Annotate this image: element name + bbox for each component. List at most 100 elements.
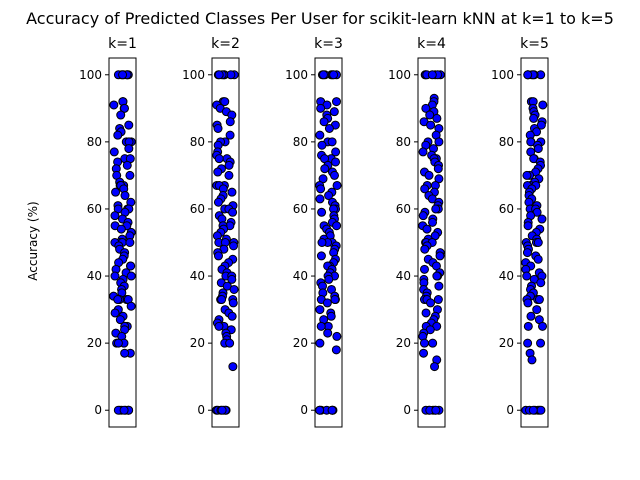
panel-title: k=3 [314, 36, 343, 52]
data-point [213, 123, 223, 133]
data-point [522, 248, 532, 258]
data-point [327, 405, 337, 415]
data-point [214, 70, 224, 80]
data-point [331, 345, 341, 355]
data-point [523, 70, 533, 80]
data-point [536, 278, 546, 288]
data-point [327, 137, 337, 147]
data-point [113, 338, 123, 348]
data-point [426, 120, 436, 130]
panel-title: k=1 [108, 36, 137, 52]
data-point [427, 70, 437, 80]
data-point [110, 308, 120, 318]
data-point [523, 298, 533, 308]
data-point [214, 154, 224, 164]
data-point [430, 362, 440, 372]
panel-frame [108, 57, 137, 428]
data-point [224, 160, 234, 170]
y-tick-label: 100 [491, 68, 514, 82]
data-point [213, 197, 223, 207]
y-tick-label: 80 [190, 135, 205, 149]
y-tick-label: 40 [87, 269, 102, 283]
data-point [228, 362, 238, 372]
y-tick-label: 20 [499, 336, 514, 350]
data-point [228, 207, 238, 217]
y-tick-label: 80 [396, 135, 411, 149]
data-point [124, 120, 134, 130]
data-point [536, 338, 546, 348]
data-point [225, 117, 235, 127]
y-tick-label: 60 [87, 202, 102, 216]
data-point [329, 170, 339, 180]
data-point [125, 170, 135, 180]
data-point [214, 321, 224, 331]
panel-1: k=1 0 20 40 60 80 100 [79, 36, 137, 428]
y-tick-label: 0 [403, 403, 411, 417]
data-point [109, 100, 119, 110]
data-point [431, 405, 441, 415]
y-tick-label: 100 [388, 68, 411, 82]
data-point [527, 355, 537, 365]
data-point [317, 207, 327, 217]
data-point [533, 144, 543, 154]
data-point [522, 170, 532, 180]
data-point [217, 405, 227, 415]
data-point [529, 113, 539, 123]
data-point [227, 274, 237, 284]
panel-title: k=5 [520, 36, 549, 52]
panel-frame [211, 57, 240, 428]
data-point [420, 244, 430, 254]
data-point [116, 110, 126, 120]
data-point [110, 211, 120, 221]
data-point [533, 238, 543, 247]
data-point [113, 130, 123, 140]
data-point [324, 123, 334, 133]
data-point [225, 338, 235, 348]
data-point [120, 191, 130, 201]
panel-5: k=5 0 20 40 60 80 100 [491, 36, 549, 428]
data-point [319, 117, 329, 127]
data-point [315, 130, 325, 140]
data-point [316, 251, 326, 261]
data-point [227, 311, 237, 321]
data-point [418, 211, 428, 221]
data-point [317, 238, 327, 247]
data-point [523, 221, 533, 231]
data-point [318, 70, 328, 80]
data-point [533, 254, 543, 264]
data-point [332, 221, 342, 231]
data-point [434, 137, 444, 147]
data-point [332, 180, 342, 190]
y-tick-label: 40 [499, 269, 514, 283]
data-point [220, 97, 230, 107]
data-point [316, 184, 326, 194]
y-tick-label: 40 [396, 269, 411, 283]
data-point [538, 321, 548, 331]
panel-4: k=4 0 20 40 60 80 100 [388, 36, 446, 428]
data-point [330, 295, 340, 305]
data-point [421, 103, 431, 113]
data-point [124, 144, 134, 154]
data-point [126, 261, 136, 271]
y-tick-label: 80 [87, 135, 102, 149]
data-point [419, 348, 429, 358]
data-point [332, 331, 342, 341]
y-axis-label: Accuracy (%) [26, 201, 40, 280]
data-point [316, 103, 326, 113]
y-tick-label: 0 [197, 403, 205, 417]
y-tick-label: 20 [293, 336, 308, 350]
y-tick-label: 100 [79, 68, 102, 82]
data-point [120, 103, 130, 113]
data-point [228, 298, 238, 308]
data-point [122, 160, 132, 170]
data-point [420, 184, 430, 194]
panel-frame [314, 57, 343, 428]
data-point [538, 100, 548, 110]
data-point [522, 271, 532, 281]
data-point [224, 170, 234, 180]
y-tick-label: 40 [293, 269, 308, 283]
data-point [523, 321, 533, 331]
y-tick-label: 0 [300, 403, 308, 417]
y-tick-label: 0 [94, 403, 102, 417]
